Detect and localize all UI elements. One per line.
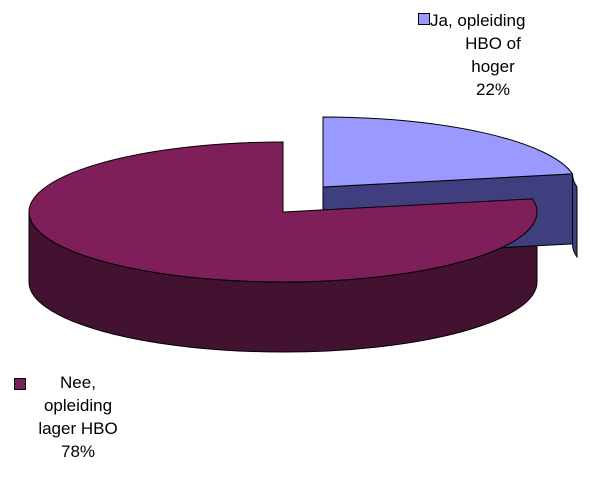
label-ja-line-2: HBO of — [465, 34, 521, 53]
pie-tops — [28, 116, 574, 283]
label-swatch-nee — [14, 378, 26, 390]
label-nee-line-2: opleiding — [43, 396, 113, 415]
data-label-ja: Ja, opleiding HBO of hoger 22% — [418, 9, 568, 101]
pie-side-ja — [572, 173, 578, 259]
label-swatch-ja — [418, 13, 430, 25]
label-ja-line-3: hoger — [471, 57, 515, 76]
label-nee-value: 78% — [60, 442, 96, 461]
data-label-nee: Nee, opleiding lager HBO 78% — [8, 371, 148, 463]
label-ja-value: 22% — [475, 80, 511, 99]
label-nee-line-1: Nee, — [60, 373, 96, 392]
label-ja-line-1: Ja, opleiding — [430, 11, 526, 30]
pie-slice-nee — [28, 141, 538, 283]
pie-slice-ja — [322, 116, 574, 188]
label-nee-line-3: lager HBO — [38, 419, 118, 438]
